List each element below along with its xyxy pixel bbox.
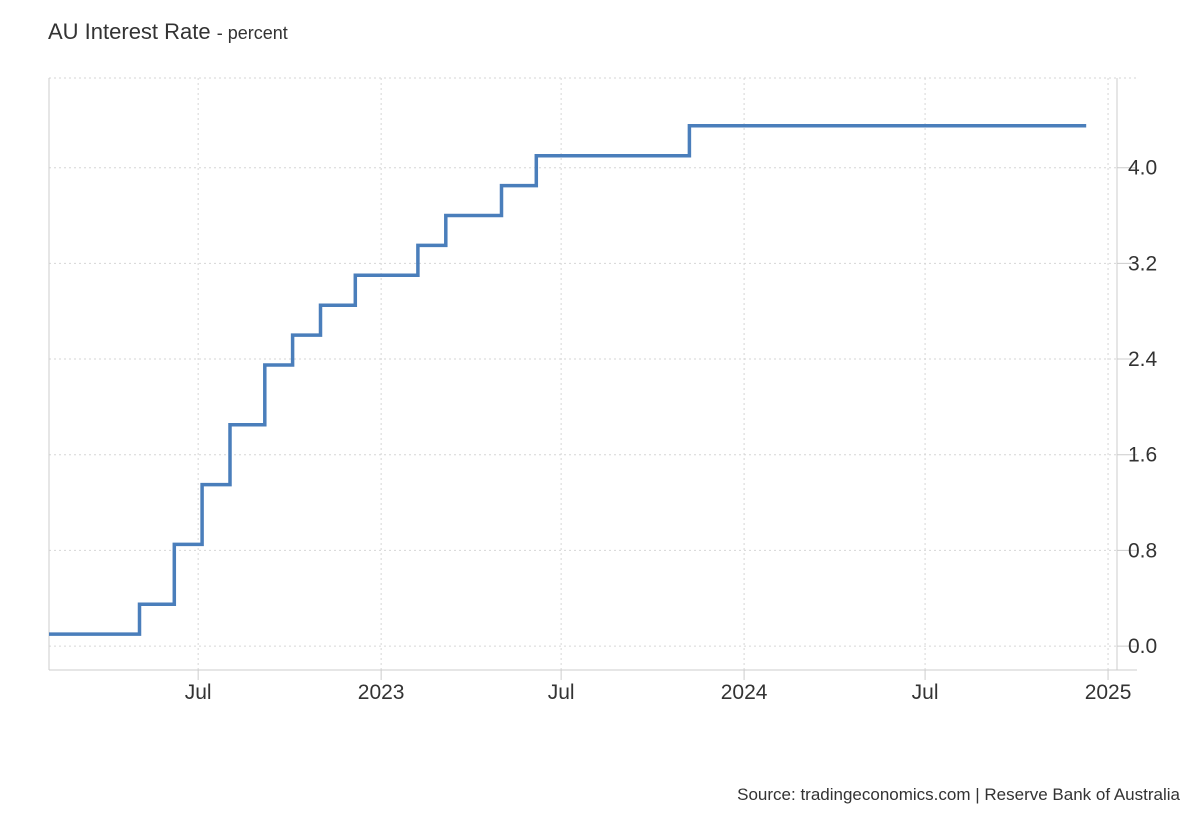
x-tick-label: 2023	[358, 681, 405, 704]
chart-title: AU Interest Rate - percent	[48, 19, 288, 45]
axes	[48, 78, 1137, 680]
series-line	[49, 124, 1087, 636]
series-layer	[49, 124, 1087, 636]
y-tick-labels: 0.0 0.8 1.6 2.4 3.2 4.0	[1128, 157, 1158, 658]
chart-subtitle: - percent	[216, 23, 288, 43]
y-tick-label: 1.6	[1128, 444, 1157, 467]
y-tick-label: 0.0	[1128, 635, 1157, 658]
x-tick-label: Jul	[912, 681, 939, 704]
x-tick-label: Jul	[185, 681, 212, 704]
source-note: Source: tradingeconomics.com | Reserve B…	[737, 785, 1180, 804]
y-tick-label: 2.4	[1128, 348, 1158, 371]
x-tick-label: 2024	[721, 681, 768, 704]
y-tick-label: 4.0	[1128, 157, 1157, 180]
y-tick-label: 3.2	[1128, 252, 1157, 275]
x-tick-labels: Jul 2023 Jul 2024 Jul 2025	[185, 681, 1132, 704]
y-tick-label: 0.8	[1128, 539, 1157, 562]
x-tick-label: 2025	[1085, 681, 1132, 704]
grid	[49, 77, 1137, 670]
chart-title-text: AU Interest Rate	[48, 19, 211, 44]
x-tick-label: Jul	[548, 681, 575, 704]
